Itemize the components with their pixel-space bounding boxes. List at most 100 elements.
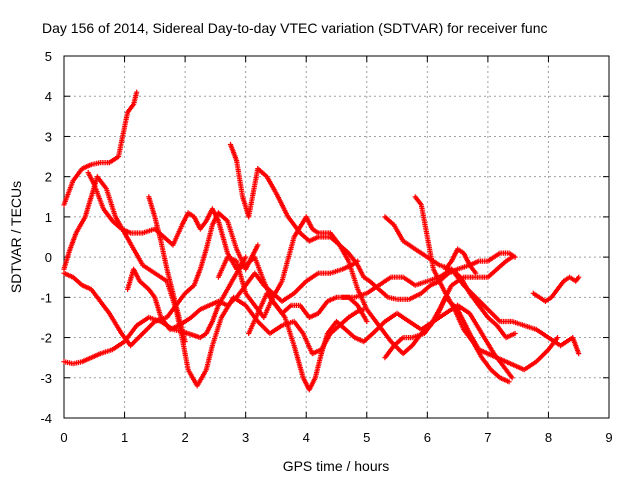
data-point-segment [449, 266, 462, 279]
data-point-segment [467, 310, 484, 335]
data-point-segment [215, 210, 229, 223]
data-point-segment [485, 314, 499, 327]
data-point-segment [197, 219, 208, 232]
data-point-segment [279, 236, 297, 284]
series-track-p [442, 246, 479, 276]
data-point-segment [327, 324, 341, 337]
data-point-segment [182, 283, 196, 296]
data-point-segment [436, 267, 453, 280]
data-point-segment [67, 232, 79, 252]
data-point-segment [361, 332, 375, 345]
data-point-segment [118, 226, 132, 235]
data-point-segment [461, 250, 472, 267]
data-point-segment [279, 291, 296, 304]
x-tick-label: 0 [60, 430, 67, 445]
data-point-segment [297, 230, 311, 243]
x-axis-label: GPS time / hours [283, 458, 390, 474]
series-track-j [246, 290, 515, 393]
data-point-segment [70, 167, 84, 184]
data-point-segment [503, 359, 517, 368]
data-point-segment [473, 294, 490, 311]
data-point-segment [433, 296, 448, 320]
y-tick-label: -1 [40, 290, 52, 305]
data-point-segment [291, 215, 308, 240]
data-point-segment [255, 166, 269, 179]
data-point-segment [421, 316, 438, 337]
data-point-segment [122, 230, 136, 251]
data-point-segment [140, 262, 156, 275]
data-point-segment [106, 310, 124, 335]
data-point-segment [109, 340, 126, 353]
data-point-segment [485, 267, 499, 280]
data-point-segment [554, 335, 561, 341]
data-point-segment [361, 274, 371, 283]
data-point-segment [209, 304, 221, 325]
data-point-segment [300, 330, 315, 355]
data-point-segment [115, 111, 130, 160]
data-point-segment [188, 307, 202, 320]
y-tick-label: 1 [45, 210, 52, 225]
data-point-segment [436, 278, 448, 295]
data-point-segment [400, 238, 417, 251]
data-point-segment [521, 360, 538, 373]
data-point-segment [512, 330, 518, 337]
data-point-segment [140, 320, 157, 337]
data-point-segment [312, 352, 324, 381]
data-point-segment [273, 302, 287, 319]
data-point-segment [452, 306, 466, 331]
data-point-segment [252, 254, 266, 283]
data-point-segment [252, 270, 266, 287]
data-point-segment [176, 314, 188, 343]
data-point-segment [488, 367, 502, 380]
data-point-segment [134, 315, 150, 329]
data-point-segment [61, 179, 75, 208]
data-point-segment [494, 355, 508, 364]
data-point-segment [336, 242, 351, 263]
data-point-segment [494, 322, 508, 339]
data-point-segment [400, 344, 414, 357]
axis-ticks: 0 1 2 3 4 5 6 7 8 9 -4 -3 -2 -1 0 1 2 3 4 5 [40, 49, 612, 445]
series-track-o [530, 274, 582, 304]
data-point-segment [521, 322, 538, 332]
y-tick-label: 4 [45, 89, 52, 104]
data-point-segment [306, 235, 320, 244]
x-tick-label: 7 [484, 430, 491, 445]
data-point-segment [576, 351, 582, 357]
data-point-segment [324, 295, 338, 304]
data-point-segment [209, 206, 221, 222]
y-tick-label: 5 [45, 49, 52, 64]
data-point-segment [376, 275, 393, 288]
data-point-segment [91, 182, 106, 210]
data-point-segment [131, 266, 142, 283]
data-point-segment [224, 272, 239, 292]
x-tick-label: 4 [303, 430, 310, 445]
data-point-segment [197, 248, 209, 272]
data-point-segment [497, 375, 511, 384]
data-point-segment [554, 280, 566, 292]
data-point-segment [61, 359, 74, 366]
data-point-segment [427, 279, 441, 288]
data-point-segment [364, 306, 381, 327]
data-point-segment [291, 318, 305, 335]
data-point-segment [194, 368, 208, 389]
data-point-segment [346, 258, 360, 291]
data-point-segment [467, 290, 481, 307]
data-point-segment [352, 335, 365, 344]
data-point-segment [333, 318, 347, 331]
data-point-segment [106, 155, 120, 166]
x-tick-label: 5 [363, 430, 370, 445]
y-tick-label: 3 [45, 129, 52, 144]
data-point-segment [261, 282, 275, 295]
data-point-segment [485, 351, 499, 360]
data-point-segment [467, 262, 478, 275]
data-point-segment [152, 270, 168, 283]
data-point-segment [382, 214, 396, 227]
data-point-segment [170, 290, 182, 319]
data-point-segment [131, 91, 139, 107]
data-point-segment [346, 250, 360, 267]
data-point-segment [458, 274, 472, 295]
data-point-segment [455, 306, 472, 335]
series-track-f [125, 258, 361, 333]
data-point-segment [412, 194, 423, 207]
data-point-segment [82, 195, 94, 220]
